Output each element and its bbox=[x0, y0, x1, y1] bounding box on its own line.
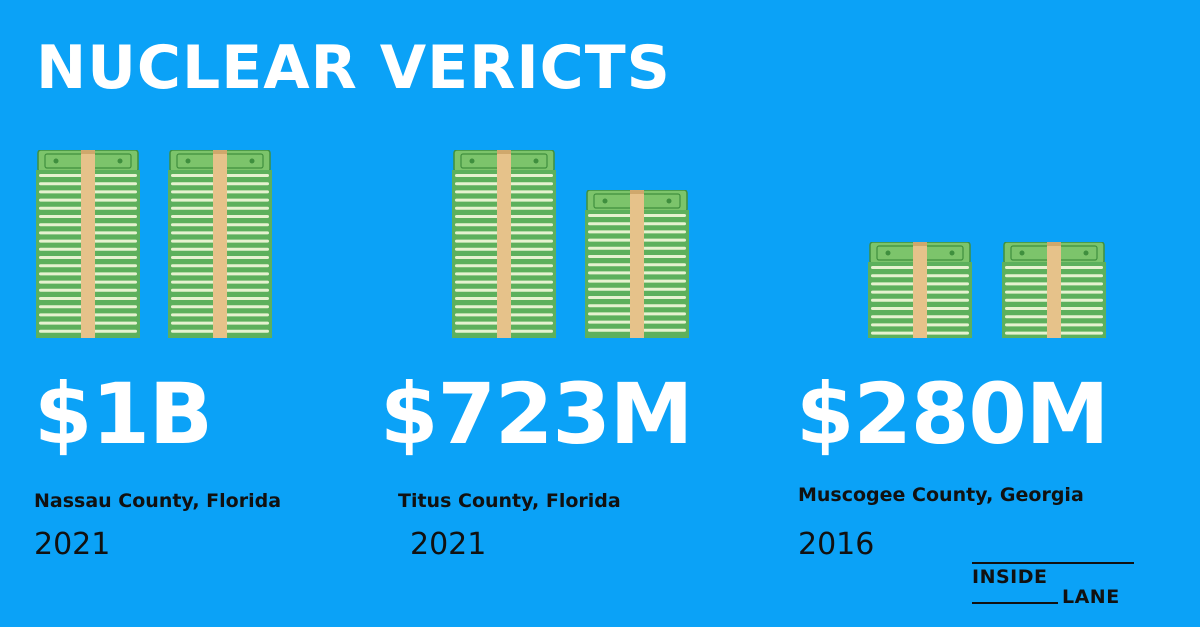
logo-word-inside: INSIDE bbox=[972, 566, 1048, 588]
verdict-year: 2021 bbox=[34, 527, 111, 562]
verdict-year: 2021 bbox=[410, 527, 487, 562]
money-stack-icon bbox=[1002, 241, 1106, 342]
money-stack-icon bbox=[36, 149, 140, 342]
inside-lane-logo: INSIDE LANE bbox=[972, 562, 1140, 608]
verdict-location: Titus County, Florida bbox=[398, 490, 621, 512]
verdict-location: Muscogee County, Georgia bbox=[798, 484, 1084, 506]
verdict-amount: $723M bbox=[380, 365, 693, 463]
verdict-amount: $280M bbox=[796, 365, 1109, 463]
money-stack-icon bbox=[168, 149, 272, 342]
page-title: NUCLEAR VERICTS bbox=[36, 33, 671, 103]
money-stack-icon bbox=[868, 241, 972, 342]
verdict-location: Nassau County, Florida bbox=[34, 490, 282, 512]
verdict-amount: $1B bbox=[34, 365, 213, 463]
logo-word-lane: LANE bbox=[1062, 586, 1120, 608]
money-stack-icon bbox=[452, 149, 556, 342]
logo-line-bottom bbox=[972, 602, 1058, 604]
verdict-year: 2016 bbox=[798, 527, 875, 562]
money-stack-icon bbox=[585, 189, 689, 342]
logo-line-top bbox=[972, 562, 1134, 564]
